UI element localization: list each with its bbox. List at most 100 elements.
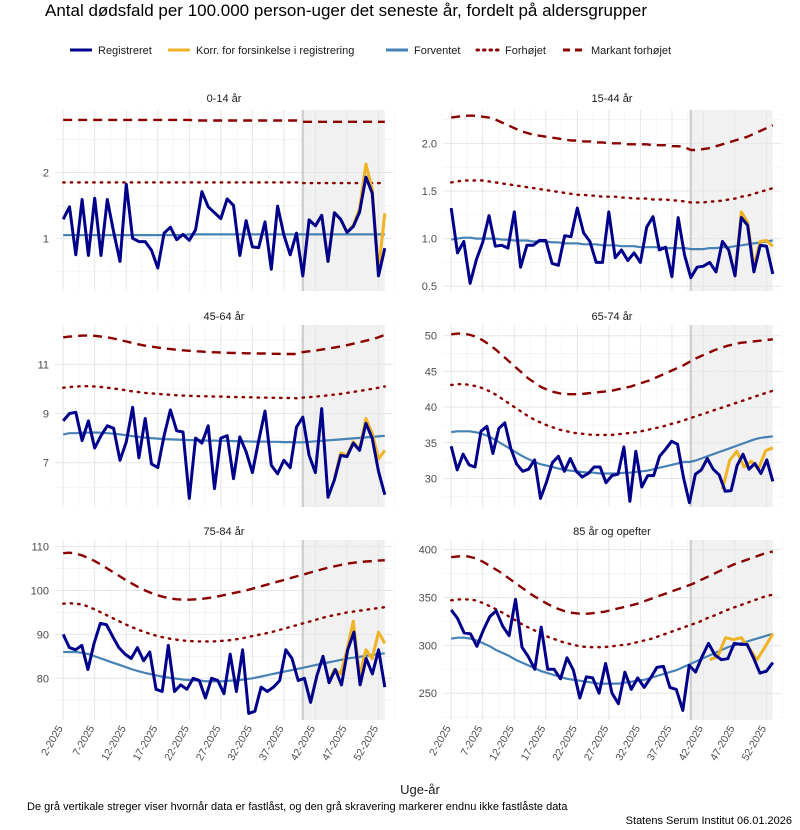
series-markant bbox=[63, 333, 386, 356]
y-tick-label: 40 bbox=[425, 402, 437, 414]
unfrozen-shading bbox=[690, 325, 773, 507]
x-tick-label: 32-2025 bbox=[225, 723, 255, 763]
x-tick-label: 32-2025 bbox=[613, 723, 643, 763]
x-tick-label: 47-2025 bbox=[320, 723, 350, 763]
series-forventet bbox=[63, 650, 385, 683]
chart-title: Antal dødsfald per 100.000 person-uger d… bbox=[45, 1, 647, 20]
x-tick-label: 22-2025 bbox=[550, 723, 580, 763]
series-registreret bbox=[61, 175, 387, 278]
y-tick-label: 350 bbox=[419, 592, 437, 604]
x-tick-label: 12-2025 bbox=[487, 723, 517, 763]
y-tick-label: 80 bbox=[37, 673, 49, 685]
y-tick-label: 300 bbox=[419, 640, 437, 652]
x-tick-label: 47-2025 bbox=[708, 723, 738, 763]
legend-item-registreret: Registreret bbox=[70, 45, 152, 57]
panel-title: 0-14 år bbox=[207, 93, 242, 105]
x-tick-label: 52-2025 bbox=[739, 723, 769, 763]
y-tick-label: 9 bbox=[43, 409, 49, 421]
legend-label: Markant forhøjet bbox=[591, 45, 671, 57]
series-markant bbox=[63, 551, 385, 601]
legend-label: Forhøjet bbox=[505, 45, 546, 57]
x-axis-title: Uge-år bbox=[400, 782, 440, 797]
x-tick-label: 7-2025 bbox=[71, 723, 98, 757]
unfrozen-shading bbox=[302, 540, 385, 720]
y-tick-label: 110 bbox=[31, 542, 49, 554]
panel-1: 0-14 år 1 2 bbox=[43, 93, 395, 291]
panel-title: 45-64 år bbox=[204, 311, 245, 323]
series-markant bbox=[451, 332, 773, 396]
y-tick-label: 1 bbox=[43, 233, 49, 245]
panels: 0-14 år 1 2 15-44 år 0.5 1.0 1.5 2.0 45-64 år 7 9 1… bbox=[31, 93, 783, 763]
series-markant bbox=[451, 550, 774, 615]
x-tick-label: 2-2025 bbox=[427, 723, 454, 757]
legend-label: Korr. for forsinkelse i registrering bbox=[196, 45, 354, 57]
y-tick-label: 50 bbox=[425, 331, 437, 343]
legend-item-markant: Markant forhøjet bbox=[563, 45, 671, 57]
x-tick-label: 12-2025 bbox=[99, 723, 129, 763]
legend-label: Registreret bbox=[98, 45, 152, 57]
x-tick-label: 2-2025 bbox=[39, 723, 66, 757]
legend: Registreret Korr. for forsinkelse i regis… bbox=[70, 45, 671, 57]
y-tick-label: 100 bbox=[31, 585, 49, 597]
y-tick-label: 250 bbox=[419, 688, 437, 700]
y-tick-label: 400 bbox=[419, 545, 437, 557]
caption: De grå vertikale streger viser hvornår d… bbox=[27, 801, 568, 813]
y-tick-label: 35 bbox=[425, 438, 437, 450]
x-tick-label: 42-2025 bbox=[288, 723, 318, 763]
x-tick-label: 37-2025 bbox=[645, 723, 675, 763]
panel-4: 65-74 år 30 35 40 45 50 bbox=[425, 311, 783, 507]
legend-item-forhojet: Forhøjet bbox=[475, 45, 546, 57]
series-markant bbox=[63, 118, 385, 124]
source-note: Statens Serum Institut 06.01.2026 bbox=[626, 815, 792, 827]
series-registreret bbox=[449, 421, 775, 505]
y-tick-label: 90 bbox=[37, 629, 49, 641]
series-forhojet bbox=[62, 385, 386, 400]
legend-label: Forventet bbox=[414, 45, 460, 57]
x-tick-label: 27-2025 bbox=[582, 723, 612, 763]
y-tick-label: 2.0 bbox=[422, 138, 437, 150]
series-registreret bbox=[61, 621, 387, 715]
panel-title: 75-84 år bbox=[204, 526, 245, 538]
panel-title: 85 år og opefter bbox=[573, 526, 651, 538]
series-forventet bbox=[63, 233, 385, 237]
series-forhojet bbox=[450, 179, 774, 204]
series-registreret bbox=[62, 405, 387, 500]
x-tick-label: 17-2025 bbox=[519, 723, 549, 763]
y-tick-label: 45 bbox=[425, 366, 437, 378]
series-markant bbox=[451, 114, 774, 152]
series-forhojet bbox=[62, 181, 386, 185]
panel-title: 15-44 år bbox=[592, 93, 633, 105]
x-tick-label: 42-2025 bbox=[676, 723, 706, 763]
x-tick-label: 17-2025 bbox=[131, 723, 161, 763]
unfrozen-shading bbox=[690, 540, 773, 720]
panel-3: 45-64 år 7 9 11 bbox=[38, 311, 395, 507]
series-registreret bbox=[449, 206, 775, 285]
legend-item-korr: Korr. for forsinkelse i registrering bbox=[168, 45, 354, 57]
y-tick-label: 0.5 bbox=[422, 281, 437, 293]
unfrozen-shading bbox=[302, 110, 385, 291]
series-forhojet bbox=[450, 593, 774, 649]
series-forhojet bbox=[62, 602, 386, 643]
legend-item-forventet: Forventet bbox=[386, 45, 460, 57]
y-tick-label: 1.0 bbox=[422, 234, 437, 246]
x-tick-label: 52-2025 bbox=[351, 723, 381, 763]
series-forhojet bbox=[450, 383, 774, 437]
x-tick-label: 7-2025 bbox=[459, 723, 486, 757]
series-registreret bbox=[449, 597, 775, 712]
y-tick-label: 11 bbox=[38, 359, 49, 371]
series-korr bbox=[709, 633, 775, 662]
x-tick-label: 22-2025 bbox=[162, 723, 192, 763]
y-tick-label: 1.5 bbox=[422, 186, 437, 198]
panel-6: 85 år og opefter 250 300 350 400 2-2025 7-2025… bbox=[419, 526, 783, 763]
panel-5: 75-84 år 80 90 100 110 2-2025 7-2025 12-2025 17-… bbox=[31, 526, 395, 763]
series-forventet bbox=[451, 430, 773, 475]
y-tick-label: 30 bbox=[425, 473, 437, 485]
panel-title: 65-74 år bbox=[592, 311, 633, 323]
y-tick-label: 2 bbox=[43, 168, 49, 180]
series-forventet bbox=[62, 431, 385, 444]
panel-2: 15-44 år 0.5 1.0 1.5 2.0 bbox=[422, 93, 783, 293]
x-tick-label: 27-2025 bbox=[194, 723, 224, 763]
y-tick-label: 7 bbox=[43, 458, 49, 470]
